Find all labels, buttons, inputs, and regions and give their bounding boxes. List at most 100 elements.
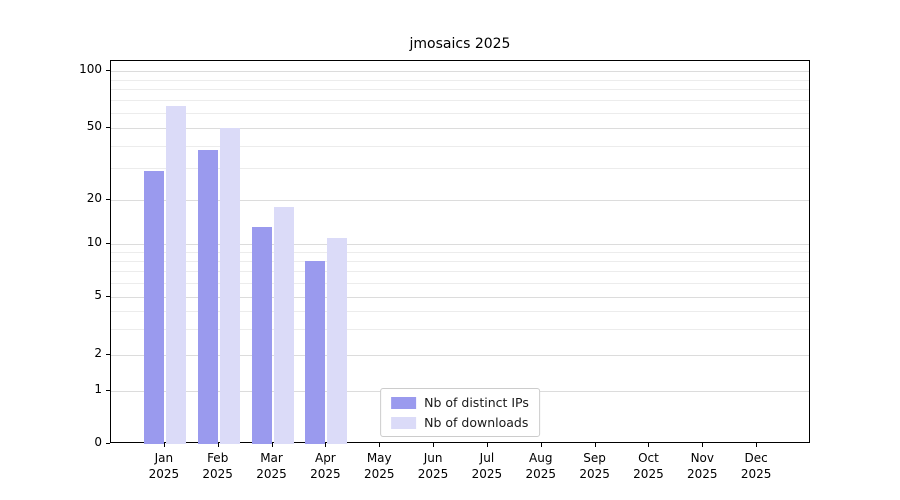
- x-tick-mark: [756, 443, 758, 447]
- bar-apr-downloads: [327, 237, 348, 444]
- x-tick-mark: [325, 443, 327, 447]
- bar-mar-distinct-ips: [251, 227, 272, 444]
- x-tick-year: 2025: [417, 467, 449, 481]
- x-tick-mark: [433, 443, 435, 447]
- x-tick-year: 2025: [363, 467, 395, 481]
- y-tick-mark: [106, 354, 110, 355]
- gridline-minor: [111, 329, 809, 331]
- x-tick-year: 2025: [202, 467, 233, 481]
- y-tick-label: 10: [86, 235, 102, 249]
- x-tick-month: Oct: [638, 451, 659, 465]
- x-tick-label: Jul 2025: [457, 450, 517, 482]
- y-tick-label: 0: [94, 435, 102, 449]
- y-tick-mark: [106, 127, 110, 128]
- y-tick-mark: [106, 243, 110, 244]
- x-tick-year: 2025: [256, 467, 287, 481]
- x-tick-label: Dec 2025: [726, 450, 786, 482]
- y-tick-label: 100: [79, 62, 102, 76]
- x-tick-mark: [163, 443, 165, 447]
- x-tick-label: Mar 2025: [242, 450, 302, 482]
- x-tick-month: Dec: [744, 451, 768, 465]
- gridline-minor: [111, 79, 809, 81]
- y-tick-label: 1: [94, 382, 102, 396]
- x-tick-mark: [217, 443, 219, 447]
- x-tick-label: Oct 2025: [618, 450, 678, 482]
- x-tick-year: 2025: [579, 467, 610, 481]
- x-tick-mark: [486, 443, 488, 447]
- gridline-minor: [111, 252, 809, 254]
- gridline-minor: [111, 271, 809, 273]
- y-tick-mark: [106, 390, 110, 391]
- bar-jan-downloads: [165, 106, 186, 444]
- x-tick-year: 2025: [687, 467, 718, 481]
- x-tick-month: Mar: [260, 451, 283, 465]
- x-tick-month: Nov: [690, 451, 714, 465]
- y-tick-mark: [106, 199, 110, 200]
- x-tick-year: 2025: [525, 467, 557, 481]
- y-tick-label: 50: [86, 119, 102, 133]
- x-tick-label: May 2025: [349, 450, 409, 482]
- chart-title: jmosaics 2025: [409, 36, 511, 52]
- gridline-major: [111, 355, 809, 356]
- x-tick-year: 2025: [310, 467, 341, 481]
- x-tick-mark: [702, 443, 704, 447]
- y-tick-label: 2: [94, 346, 102, 360]
- x-tick-mark: [594, 443, 596, 447]
- x-tick-mark: [379, 443, 381, 447]
- gridline-minor: [111, 261, 809, 263]
- x-tick-label: Sep 2025: [565, 450, 625, 482]
- gridline-minor: [111, 89, 809, 91]
- x-tick-month: Jun: [423, 451, 443, 465]
- legend-swatch: [391, 416, 417, 429]
- x-tick-year: 2025: [740, 467, 772, 481]
- gridline-major: [111, 71, 809, 72]
- gridline-minor: [111, 311, 809, 313]
- x-tick-mark: [271, 443, 273, 447]
- x-tick-month: Aug: [529, 451, 553, 465]
- gridline-minor: [111, 283, 809, 285]
- gridline-minor: [111, 145, 809, 147]
- x-tick-month: Sep: [583, 451, 606, 465]
- y-tick-mark: [106, 296, 110, 297]
- y-tick-mark: [106, 443, 110, 444]
- y-tick-label: 20: [86, 191, 102, 205]
- x-tick-mark: [540, 443, 542, 447]
- x-tick-month: Jan: [154, 451, 174, 465]
- legend-label: Nb of downloads: [424, 415, 529, 430]
- gridline-minor: [111, 113, 809, 114]
- x-tick-year: 2025: [471, 467, 503, 481]
- legend-item: Nb of downloads: [391, 415, 529, 430]
- gridline-major: [111, 244, 809, 245]
- x-tick-label: Nov 2025: [672, 450, 732, 482]
- bar-feb-downloads: [219, 128, 240, 444]
- gridline-major: [111, 128, 809, 129]
- y-tick-label: 5: [94, 288, 102, 302]
- x-tick-year: 2025: [633, 467, 664, 481]
- bar-feb-distinct-ips: [197, 149, 218, 444]
- x-tick-mark: [648, 443, 650, 447]
- legend-swatch: [391, 396, 417, 409]
- bar-apr-distinct-ips: [305, 261, 326, 444]
- x-tick-label: Apr 2025: [295, 450, 355, 482]
- gridline-minor: [111, 168, 809, 170]
- x-tick-month: Feb: [207, 451, 229, 465]
- gridline-major: [111, 200, 809, 201]
- x-tick-label: Aug 2025: [511, 450, 571, 482]
- plot-area: Nb of distinct IPs Nb of downloads: [110, 60, 810, 444]
- legend-label: Nb of distinct IPs: [424, 395, 529, 410]
- x-tick-label: Jun 2025: [403, 450, 463, 482]
- y-tick-mark: [106, 70, 110, 71]
- gridline-major: [111, 297, 809, 298]
- bar-jan-distinct-ips: [143, 170, 164, 444]
- x-tick-month: Jul: [479, 451, 495, 465]
- x-tick-label: Feb 2025: [188, 450, 248, 482]
- gridline-minor: [111, 100, 809, 102]
- bar-layer: [111, 61, 809, 444]
- x-tick-month: Apr: [314, 451, 336, 465]
- legend-item: Nb of distinct IPs: [391, 395, 529, 410]
- legend: Nb of distinct IPs Nb of downloads: [380, 388, 540, 437]
- x-tick-month: May: [366, 451, 392, 465]
- x-tick-label: Jan 2025: [134, 450, 194, 482]
- x-tick-year: 2025: [148, 467, 180, 481]
- bar-mar-downloads: [273, 206, 294, 444]
